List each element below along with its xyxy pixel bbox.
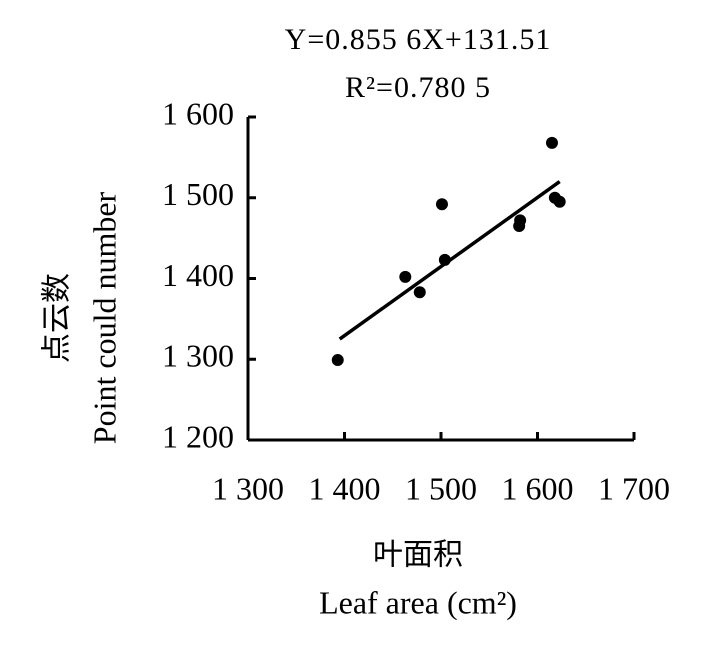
y-axis-label: Point could number [86, 191, 122, 444]
x-axis-label-cn: 叶面积 [373, 538, 463, 573]
x-tick-label: 1 600 [502, 470, 574, 506]
y-axis-label-cn: 点云数 [40, 273, 75, 363]
r-squared: R²=0.780 5 [345, 71, 491, 104]
y-tick-label: 1 500 [162, 176, 234, 212]
x-tick-label: 1 700 [598, 470, 670, 506]
point [435, 198, 448, 211]
y-tick-label: 1 400 [162, 257, 234, 293]
point [331, 354, 344, 367]
x-tick-label: 1 500 [405, 470, 477, 506]
equation: Y=0.855 6X+131.51 [285, 23, 552, 56]
x-tick-label: 1 300 [212, 470, 284, 506]
point [413, 286, 426, 299]
point [513, 220, 526, 233]
point [553, 195, 566, 208]
x-axis-label: Leaf area (cm²) [319, 584, 517, 620]
point [545, 136, 558, 149]
y-tick-label: 1 200 [162, 418, 234, 454]
point [438, 253, 451, 266]
y-tick-label: 1 300 [162, 338, 234, 374]
point [399, 270, 412, 283]
y-tick-label: 1 600 [162, 95, 234, 131]
x-tick-label: 1 400 [309, 470, 381, 506]
